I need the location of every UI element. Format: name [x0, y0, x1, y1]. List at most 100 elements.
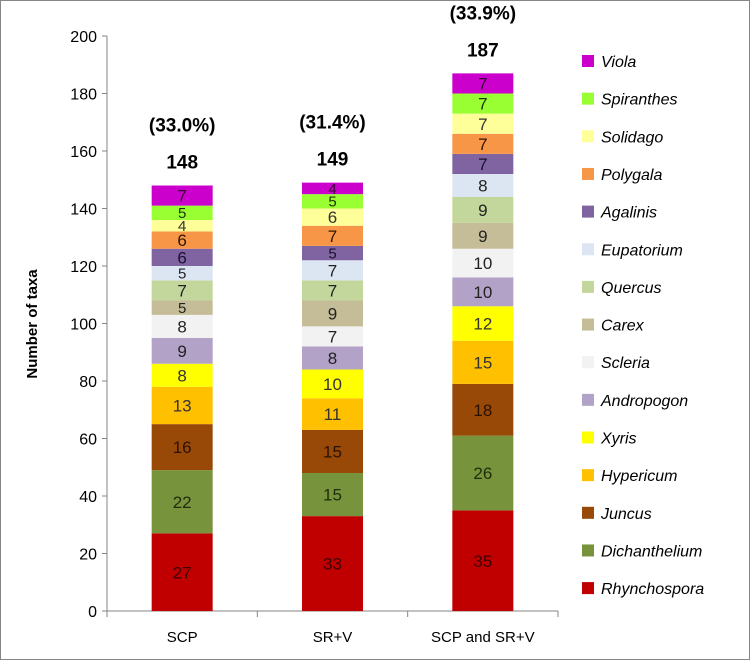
bar-segment — [302, 473, 363, 517]
legend-swatch — [582, 582, 594, 595]
data-label: 8 — [177, 366, 186, 385]
data-label: 7 — [328, 282, 337, 301]
data-label: 5 — [178, 266, 186, 283]
data-label: 10 — [473, 254, 492, 273]
legend-swatch — [582, 205, 594, 218]
legend-swatch — [582, 55, 594, 67]
y-tick-label: 80 — [79, 374, 97, 391]
data-label: 18 — [473, 401, 492, 420]
data-label: 7 — [177, 187, 186, 206]
legend-swatch — [582, 280, 594, 293]
legend-swatch — [582, 431, 594, 444]
bar-segment — [151, 363, 213, 387]
legend-label: Rhynchospora — [601, 581, 704, 598]
bar-segment — [302, 208, 363, 226]
y-tick-label: 60 — [79, 432, 97, 449]
bar-segment — [452, 340, 514, 384]
data-label: 35 — [473, 552, 492, 571]
legend-label: Spiranthes — [601, 92, 678, 109]
bar-segment — [452, 174, 514, 197]
data-label: 8 — [177, 317, 186, 336]
bar-segment — [151, 280, 213, 301]
legend-item: Solidago — [582, 129, 663, 146]
legend-swatch — [582, 506, 594, 519]
data-label: 9 — [478, 201, 487, 220]
y-tick-label: 180 — [70, 87, 97, 104]
bar-segment — [302, 194, 363, 209]
bar-segment — [151, 205, 213, 220]
bar-segment — [151, 220, 213, 232]
y-tick-label: 200 — [70, 29, 97, 46]
legend-label: Xyris — [600, 431, 637, 448]
data-label: 5 — [328, 194, 336, 211]
x-tick-label: SCP — [167, 629, 198, 646]
data-label: 11 — [324, 405, 342, 424]
y-tick-label: 140 — [70, 202, 97, 219]
data-label: 5 — [178, 205, 186, 222]
bar-segment — [452, 113, 514, 134]
data-label: 4 — [178, 218, 186, 235]
bar-total-label: 187 — [467, 40, 499, 61]
bar-segment — [452, 133, 514, 154]
bar-percent-label: (33.0%) — [149, 116, 216, 137]
bar-segment — [151, 386, 213, 425]
legend-swatch — [582, 393, 594, 406]
data-label: 12 — [473, 315, 492, 334]
data-label: 7 — [328, 227, 337, 246]
bar-segment — [302, 225, 363, 246]
data-label: 16 — [173, 438, 192, 457]
bar-segment — [302, 182, 363, 195]
bar-segment — [151, 231, 213, 249]
bar-segment — [452, 510, 514, 611]
bar-segment — [452, 248, 514, 278]
data-label: 22 — [173, 493, 192, 512]
legend-item: Spiranthes — [582, 92, 678, 109]
data-label: 8 — [328, 349, 337, 368]
data-label: 15 — [323, 443, 342, 462]
data-label: 7 — [478, 135, 487, 154]
legend-label: Juncus — [600, 506, 652, 523]
bar-segment — [302, 260, 363, 281]
bars: 2722161389857566457148(33.0%)33151511108… — [149, 3, 516, 611]
axes: 0 20 40 60 80 100 120 140 160 180 200 SCP SR+V SCP an… — [70, 29, 559, 646]
data-label: 27 — [173, 563, 192, 582]
legend-label: Carex — [601, 318, 645, 335]
legend-item: Scleria — [582, 355, 650, 372]
legend-item: Dichanthelium — [582, 543, 702, 560]
data-label: 10 — [473, 283, 492, 302]
bar-segment — [151, 337, 213, 364]
legend-item: Viola — [582, 54, 636, 71]
bar-segment — [302, 326, 363, 347]
data-label: 9 — [328, 305, 337, 324]
bar-total-label: 149 — [317, 150, 349, 171]
legend-item: Eupatorium — [582, 242, 683, 259]
legend-swatch — [582, 544, 594, 557]
legend-label: Polygala — [601, 167, 662, 184]
bar-segment — [302, 516, 363, 611]
data-label: 7 — [177, 282, 186, 301]
y-tick-label: 100 — [70, 317, 97, 334]
data-label: 9 — [177, 342, 186, 361]
bar-percent-label: (33.9%) — [450, 3, 517, 24]
legend-swatch — [582, 356, 594, 369]
legend-swatch — [582, 92, 594, 105]
legend-label: Andropogon — [600, 393, 688, 410]
data-label: 6 — [177, 248, 186, 267]
bar-segment — [452, 277, 514, 307]
bar-total-label: 148 — [166, 153, 198, 174]
data-label: 15 — [323, 486, 342, 505]
data-label: 6 — [177, 231, 186, 250]
legend-item: Hypericum — [582, 468, 677, 485]
x-tick-label: SCP and SR+V — [431, 629, 535, 646]
y-tick-label: 40 — [79, 489, 97, 506]
data-label: 26 — [473, 464, 492, 483]
bar-segment — [452, 435, 514, 511]
bar-segment — [302, 346, 363, 370]
data-label: 33 — [323, 555, 342, 574]
bar-segment — [151, 300, 213, 315]
data-label: 7 — [478, 75, 487, 94]
bar-segment — [452, 222, 514, 249]
